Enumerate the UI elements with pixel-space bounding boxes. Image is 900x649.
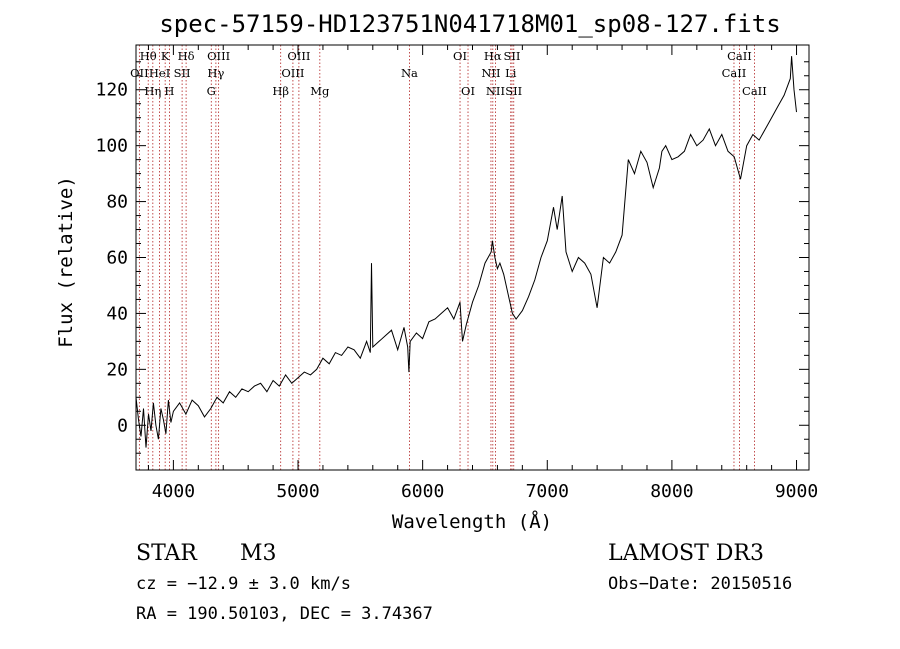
spectral-line-label-0: OII	[130, 66, 149, 80]
spectral-line-label-9: Hγ	[207, 66, 224, 80]
spectral-line-label-17: OI	[461, 84, 475, 98]
y-tick-label-0: 0	[117, 415, 128, 436]
spectral-line-label-19: Hα	[484, 49, 502, 63]
spectral-line-label-1: Hθ	[140, 49, 157, 63]
y-tick-label-2: 40	[106, 303, 128, 324]
spectral-line-label-4: K	[161, 49, 170, 63]
spectral-line-label-14: Mg	[310, 84, 330, 98]
survey-name: LAMOST DR3	[608, 541, 764, 566]
spectral-line-label-21: Li	[505, 66, 517, 80]
spectral-line-label-12: OIII	[281, 66, 304, 80]
x-axis-label: Wavelength (Å)	[392, 510, 552, 533]
y-tick-label-1: 20	[106, 359, 128, 380]
chart-title: spec-57159-HD123751N041718M01_sp08-127.f…	[159, 10, 780, 38]
x-axis-ticks: 4000 5000 6000 7000 8000 9000	[147, 45, 818, 502]
coordinates: RA = 190.50103, DEC = 3.74367	[136, 604, 433, 624]
y-axis-ticks: 0 20 40 60 80 100 120	[95, 61, 809, 454]
spectral-line-label-24: CaII	[722, 66, 747, 80]
spectral-line-label-8: G	[207, 84, 216, 98]
spectral-line-label-22: SII	[504, 49, 521, 63]
spectral-line-label-11: Hβ	[272, 84, 289, 98]
spectral-line-labels: OIIHθHηHeIKHSIIHδGHγOIIIHβOIIIOIIIMgNaOI…	[130, 49, 767, 98]
spectral-line-label-5: H	[164, 84, 174, 98]
spectrum-line	[135, 56, 797, 448]
spectral-line-markers	[138, 45, 755, 470]
y-axis-label: Flux (relative)	[55, 176, 77, 348]
x-tick-label-3: 7000	[526, 481, 569, 502]
spectral-line-label-18: NII	[481, 66, 500, 80]
plot-frame	[135, 44, 810, 471]
spectral-line-label-2: Hη	[144, 84, 161, 98]
spectral-line-label-7: Hδ	[178, 49, 195, 63]
y-tick-label-4: 80	[106, 192, 128, 213]
x-tick-label-4: 8000	[650, 481, 693, 502]
x-tick-label-5: 9000	[775, 481, 818, 502]
object-class: STAR	[136, 541, 198, 566]
spectral-line-label-16: OI	[453, 49, 467, 63]
x-tick-label-1: 5000	[276, 481, 319, 502]
spectral-line-label-6: SII	[174, 66, 191, 80]
x-tick-label-0: 4000	[152, 481, 195, 502]
y-tick-label-6: 120	[95, 80, 128, 101]
x-tick-label-2: 6000	[401, 481, 444, 502]
spectral-line-label-25: CaII	[727, 49, 752, 63]
spectral-line-label-13: OIII	[287, 49, 310, 63]
spectral-line-label-20: NII	[486, 84, 505, 98]
y-tick-label-5: 100	[95, 136, 128, 157]
redshift-velocity: cz = −12.9 ± 3.0 km/s	[136, 574, 351, 594]
spectral-line-label-10: OIII	[207, 49, 230, 63]
spectral-line-label-3: HeI	[149, 66, 170, 80]
y-tick-label-3: 60	[106, 248, 128, 269]
spectral-line-label-23: SII	[505, 84, 522, 98]
observation-date: Obs−Date: 20150516	[608, 574, 792, 594]
spectral-line-label-26: CaII	[742, 84, 767, 98]
spectral-line-label-15: Na	[401, 66, 418, 80]
object-subclass: M3	[240, 541, 277, 566]
